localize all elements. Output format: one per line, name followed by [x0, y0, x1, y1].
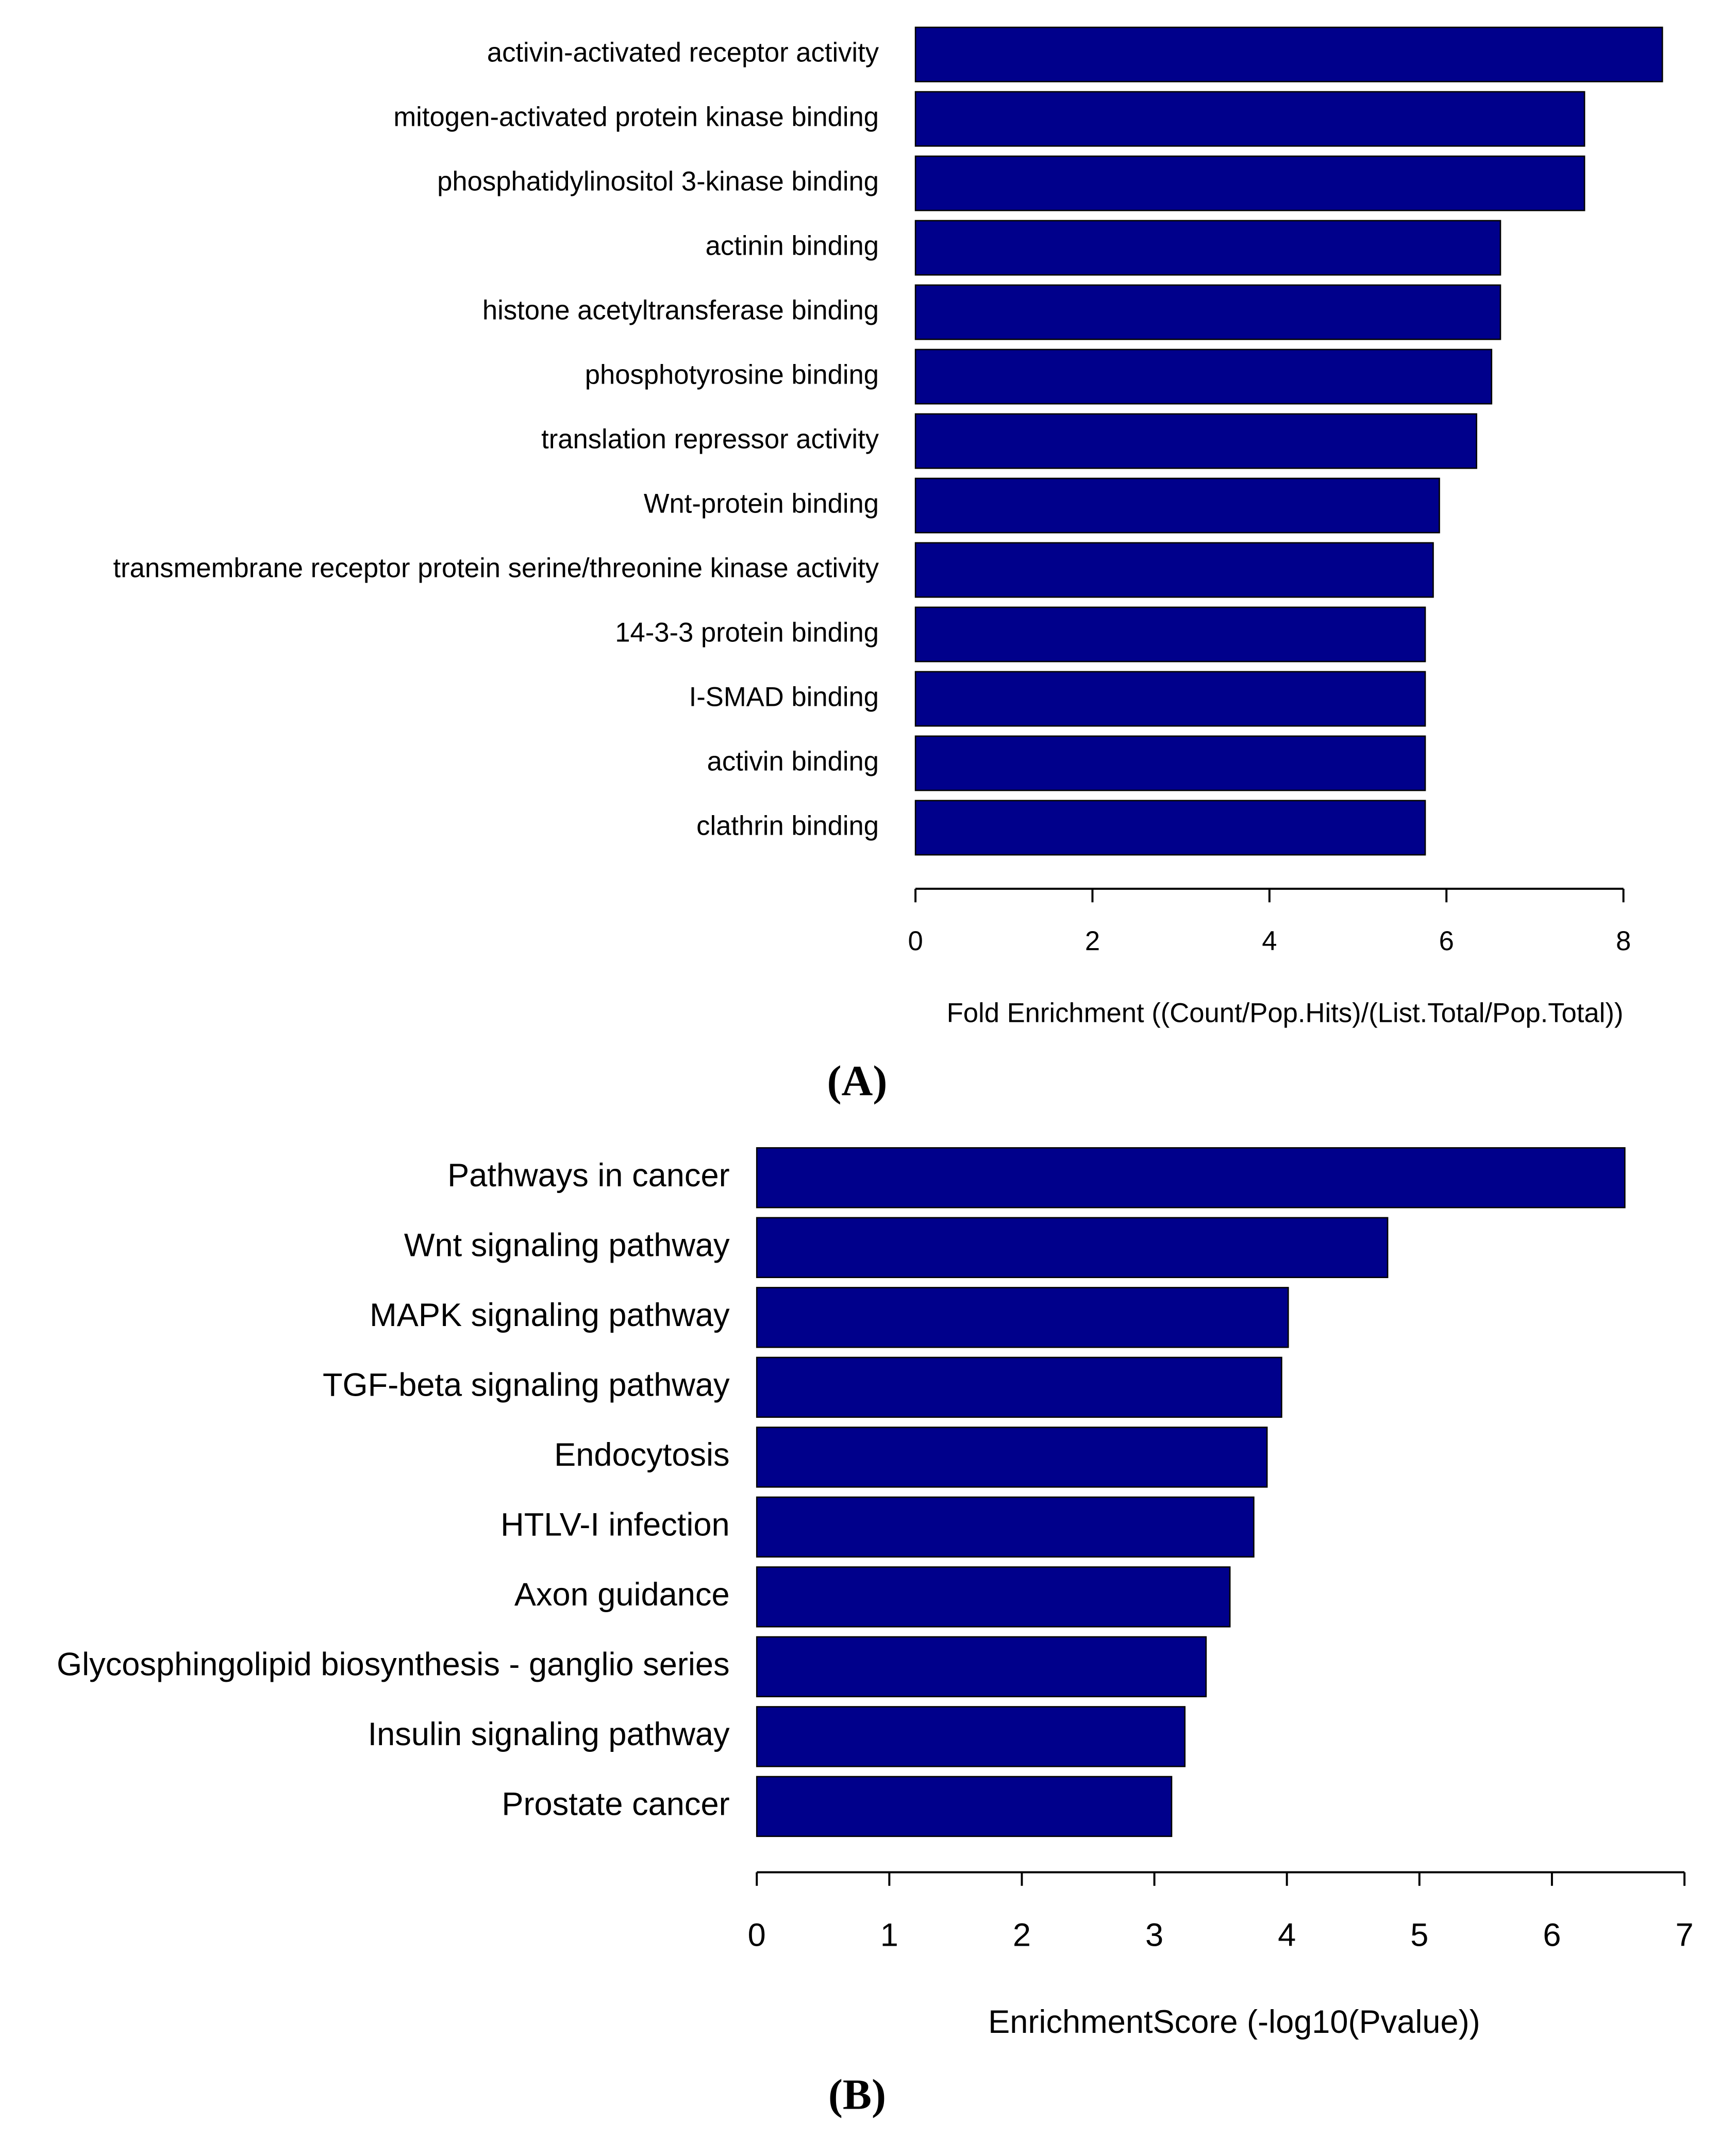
category-label: Glycosphingolipid biosynthesis - ganglio…: [57, 1647, 730, 1683]
x-axis-title: EnrichmentScore (-log10(Pvalue)): [988, 2004, 1480, 2040]
bar: [756, 1217, 1389, 1279]
bar: [756, 1776, 1173, 1837]
x-tick-label: 4: [1278, 1917, 1296, 1953]
bar: [756, 1496, 1255, 1558]
category-label: activin binding: [707, 746, 879, 776]
bar: [914, 606, 1426, 662]
x-tick-label: 0: [908, 926, 923, 956]
category-label: histone acetyltransferase binding: [482, 295, 879, 325]
bar: [914, 671, 1426, 727]
x-axis-title: Fold Enrichment ((Count/Pop.Hits)/(List.…: [947, 998, 1624, 1028]
category-label: translation repressor activity: [541, 424, 879, 454]
x-tick-label: 1: [880, 1917, 898, 1953]
x-tick-label: 0: [748, 1917, 766, 1953]
bar: [756, 1147, 1626, 1208]
category-label: 14-3-3 protein binding: [615, 617, 879, 648]
category-label: Axon guidance: [514, 1577, 730, 1613]
category-label: actinin binding: [706, 231, 879, 261]
x-tick-label: 4: [1262, 926, 1277, 956]
bar: [914, 91, 1585, 147]
x-tick-label: 6: [1439, 926, 1454, 956]
category-label: I-SMAD binding: [689, 682, 879, 712]
bar: [756, 1356, 1282, 1418]
category-label: phosphotyrosine binding: [585, 359, 879, 390]
panel-label: (A): [827, 1057, 888, 1105]
bar: [756, 1427, 1268, 1488]
bar: [914, 284, 1501, 340]
x-tick-label: 8: [1616, 926, 1631, 956]
x-tick-label: 2: [1013, 1917, 1031, 1953]
bar: [756, 1636, 1207, 1698]
category-label: Endocytosis: [554, 1437, 729, 1473]
category-label: Wnt-protein binding: [644, 488, 879, 519]
category-label: HTLV-I infection: [500, 1507, 730, 1543]
bar: [914, 349, 1493, 405]
category-label: Insulin signaling pathway: [368, 1716, 730, 1752]
x-tick-label: 2: [1085, 926, 1100, 956]
bar: [914, 155, 1585, 211]
bar: [914, 220, 1501, 276]
category-label: TGF-beta signaling pathway: [323, 1367, 730, 1403]
category-label: activin-activated receptor activity: [487, 38, 879, 68]
x-tick-label: 7: [1675, 1917, 1693, 1953]
bar: [914, 413, 1477, 469]
category-label: Wnt signaling pathway: [404, 1228, 730, 1264]
category-label: Prostate cancer: [502, 1786, 729, 1823]
bar: [914, 800, 1426, 856]
bar: [914, 542, 1434, 598]
x-tick-label: 5: [1410, 1917, 1428, 1953]
x-tick-label: 3: [1145, 1917, 1163, 1953]
category-label: Pathways in cancer: [447, 1157, 730, 1194]
category-label: MAPK signaling pathway: [370, 1297, 730, 1333]
bar: [914, 735, 1426, 791]
category-label: phosphatidylinositol 3-kinase binding: [437, 167, 879, 197]
bar: [914, 477, 1440, 534]
bar: [756, 1566, 1231, 1628]
bar: [914, 26, 1663, 82]
category-label: transmembrane receptor protein serine/th…: [113, 553, 879, 583]
bar: [756, 1287, 1289, 1348]
bar: [756, 1706, 1186, 1767]
x-tick-label: 6: [1543, 1917, 1561, 1953]
category-label: mitogen-activated protein kinase binding: [393, 102, 879, 132]
panel-label: (B): [828, 2070, 886, 2118]
category-label: clathrin binding: [696, 810, 879, 841]
